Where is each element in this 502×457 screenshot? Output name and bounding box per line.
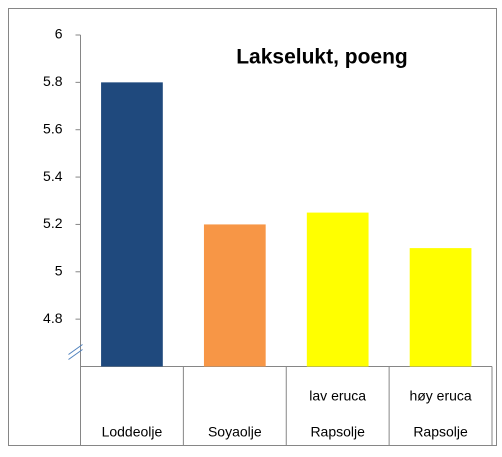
y-tick-label: 5.4 [43,168,63,184]
x-subtick-label: høy eruca [409,388,471,404]
bar [306,212,369,367]
y-tick-label: 5.6 [43,120,63,136]
bar [409,248,472,367]
x-subtick-label: lav eruca [309,388,366,404]
y-tick-label: 5 [55,262,63,278]
x-tick-label: Soyaolje [208,424,262,440]
x-tick-label: Loddeolje [102,424,163,440]
chart-title: Lakselukt, poeng [236,46,408,69]
y-tick-label: 5.2 [43,215,63,231]
axis-break [68,344,83,355]
bar [101,82,163,367]
y-tick-label: 4.8 [43,310,63,326]
axis-break [68,349,83,360]
y-tick-label: 6 [55,26,63,42]
y-tick-label: 5.8 [43,73,63,89]
bar [203,224,266,367]
x-tick-label: Rapsolje [413,424,468,440]
x-tick-label: Rapsolje [310,424,365,440]
